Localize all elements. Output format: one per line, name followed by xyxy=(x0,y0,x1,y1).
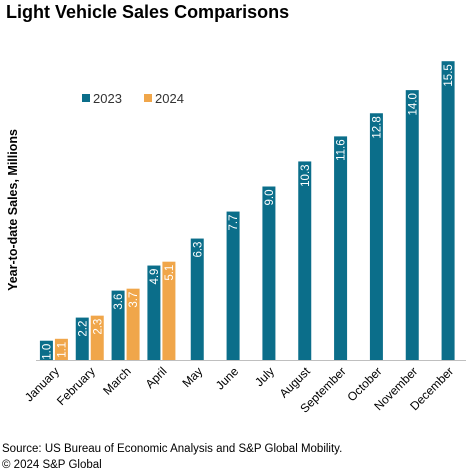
bar-2024-january xyxy=(54,338,68,360)
data-label-2023-february: 2.2 xyxy=(77,321,89,337)
x-tick-july: July xyxy=(252,364,277,389)
x-tick-february: February xyxy=(54,364,98,408)
copyright-note: © 2024 S&P Global xyxy=(2,459,102,471)
data-label-2024-january: 1.1 xyxy=(56,342,68,358)
bar-2024-april xyxy=(162,261,176,360)
bar-2023-january xyxy=(39,340,53,360)
bar-2023-november xyxy=(405,90,419,360)
x-tick-march: March xyxy=(100,364,133,397)
data-label-2023-may: 6.3 xyxy=(192,242,204,258)
bar-2024-march xyxy=(126,288,140,360)
data-label-2023-october: 12.8 xyxy=(371,116,383,138)
data-label-2024-march: 3.7 xyxy=(128,292,140,308)
chart-title: Light Vehicle Sales Comparisons xyxy=(6,2,290,22)
bar-2023-april xyxy=(147,265,161,360)
legend-label-2024: 2024 xyxy=(155,91,184,106)
data-label-2023-july: 9.0 xyxy=(264,190,276,206)
data-label-2024-february: 2.3 xyxy=(92,319,104,335)
x-tick-june: June xyxy=(213,364,242,393)
data-label-2023-december: 15.5 xyxy=(443,64,455,86)
x-tick-april: April xyxy=(143,364,170,391)
legend-swatch-2024 xyxy=(144,94,152,102)
bar-2023-july xyxy=(262,186,276,360)
legend-swatch-2023 xyxy=(82,94,90,102)
bar-2023-may xyxy=(190,238,204,360)
data-label-2023-september: 11.6 xyxy=(336,139,348,161)
data-label-2023-march: 3.6 xyxy=(113,294,125,310)
data-label-2023-april: 4.9 xyxy=(149,269,161,285)
data-label-2023-june: 7.7 xyxy=(228,215,240,231)
x-tick-may: May xyxy=(179,364,205,390)
data-label-2023-august: 10.3 xyxy=(300,164,312,186)
bar-2023-october xyxy=(369,113,383,360)
legend-label-2023: 2023 xyxy=(93,91,122,106)
y-axis-label: Year-to-date Sales, Millions xyxy=(6,129,20,291)
bar-2023-february xyxy=(75,317,89,360)
data-label-2024-april: 5.1 xyxy=(164,265,176,281)
bar-2023-september xyxy=(334,136,348,360)
bar-2023-december xyxy=(441,61,455,360)
bar-2024-february xyxy=(90,315,104,360)
bar-2023-march xyxy=(111,290,125,360)
data-label-2023-january: 1.0 xyxy=(41,344,53,360)
bar-2023-august xyxy=(298,161,312,360)
source-note: Source: US Bureau of Economic Analysis a… xyxy=(2,443,343,455)
bar-2023-june xyxy=(226,211,240,360)
data-label-2023-november: 14.0 xyxy=(407,93,419,115)
